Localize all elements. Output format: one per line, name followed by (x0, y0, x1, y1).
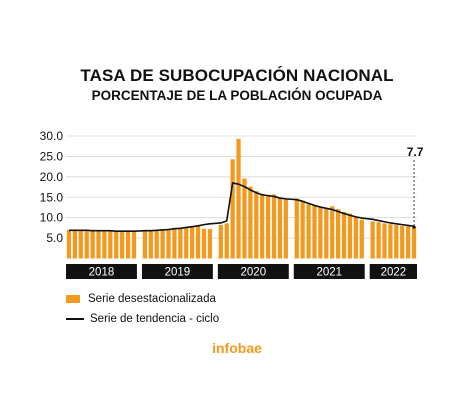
bar (154, 230, 159, 259)
bars (66, 138, 417, 259)
bar (160, 229, 165, 259)
legend-bar-entry: Serie desestacionalizada (66, 293, 216, 305)
bar (84, 230, 89, 259)
chart-area: 30.0 25.0 20.0 15.0 10.0 5.0 7.7 2018 2019 2020… (40, 129, 424, 279)
year-band-segment (141, 264, 213, 279)
bar (341, 211, 347, 259)
bar (131, 231, 137, 259)
bar (166, 229, 171, 259)
y-tick-label: 10.0 (40, 211, 64, 225)
bar (411, 227, 417, 259)
bar (224, 223, 229, 259)
bar (236, 138, 241, 259)
year-label: 2022 (381, 267, 407, 279)
bar (78, 230, 83, 259)
bar (260, 193, 265, 259)
bar (294, 198, 299, 259)
bar (242, 178, 247, 259)
legend-line-label: Serie de tendencia - ciclo (90, 313, 220, 325)
bar (265, 194, 271, 259)
bar (382, 223, 387, 259)
bar (108, 230, 113, 259)
year-band-segment (293, 264, 365, 279)
year-label: 2019 (165, 267, 191, 279)
y-tick-label: 30.0 (40, 129, 64, 143)
infobae-logo: infobae (212, 340, 262, 356)
bar (148, 230, 153, 259)
bar (312, 205, 317, 259)
bar (283, 199, 288, 259)
trend-series-line (68, 182, 415, 232)
annotation: 7.7 (407, 145, 424, 229)
bar (178, 228, 183, 259)
bar (370, 221, 375, 259)
bar (335, 209, 341, 259)
year-band-segment (369, 264, 417, 279)
bar (102, 230, 107, 259)
year-band: 2018 2019 2020 2021 2022 (66, 264, 417, 279)
bar (195, 226, 201, 259)
legend-line-entry: Serie de tendencia - ciclo (66, 313, 219, 325)
bar (318, 207, 323, 259)
bar (125, 231, 131, 259)
y-tick-label: 20.0 (40, 170, 64, 184)
bar (207, 229, 213, 259)
bar (388, 224, 393, 259)
chart-subtitle: PORCENTAJE DE LA POBLACIÓN OCUPADA (91, 88, 383, 103)
bar (90, 230, 95, 259)
bar (172, 229, 177, 259)
year-label: 2018 (89, 267, 115, 279)
bar (248, 186, 253, 259)
bar (184, 227, 189, 259)
y-tick-label: 5.0 (46, 231, 63, 245)
gridlines (66, 135, 417, 239)
year-label: 2021 (316, 267, 342, 279)
bar (306, 204, 311, 259)
bar (271, 194, 277, 259)
y-tick-label: 25.0 (40, 149, 64, 163)
bar (66, 229, 72, 259)
bar (277, 198, 283, 259)
legend-bar-label: Serie desestacionalizada (88, 293, 216, 305)
bar (359, 219, 364, 259)
bar (394, 225, 399, 259)
legend-bar-swatch (66, 295, 80, 303)
bar (218, 225, 223, 259)
chart-title: TASA DE SUBOCUPACIÓN NACIONAL (80, 66, 394, 85)
bar (230, 159, 235, 259)
year-label: 2020 (241, 267, 267, 279)
bar (376, 222, 381, 259)
bar (300, 200, 305, 259)
bar (142, 231, 148, 259)
year-band-segment (66, 264, 137, 279)
bar (353, 217, 358, 259)
bar (347, 213, 353, 259)
bar (330, 206, 335, 259)
y-axis-ticks: 30.0 25.0 20.0 15.0 10.0 5.0 (40, 129, 64, 245)
bar (72, 229, 77, 259)
bar (406, 226, 411, 259)
bar (114, 230, 119, 259)
legend-line-swatch (66, 318, 84, 320)
bar (190, 227, 195, 259)
trend-line (68, 182, 415, 232)
bar (324, 208, 329, 259)
bar (201, 228, 207, 259)
annotation-point (412, 225, 416, 229)
bar (400, 225, 405, 259)
annotation-value: 7.7 (407, 145, 424, 159)
y-tick-label: 15.0 (40, 190, 64, 204)
year-band-segment (217, 264, 289, 279)
bar (120, 230, 125, 259)
bar (96, 230, 101, 259)
bar (254, 191, 259, 259)
